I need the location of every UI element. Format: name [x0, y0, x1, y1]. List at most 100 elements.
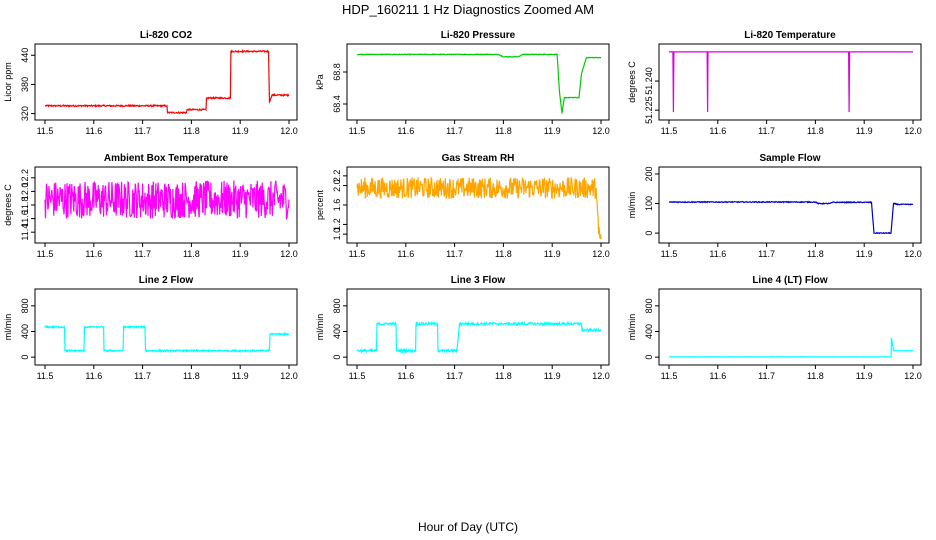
- panel-title: Li-820 Pressure: [441, 30, 516, 41]
- series-line-1: [668, 337, 914, 358]
- x-tick-label: 11.9: [856, 371, 873, 381]
- x-tick-label: 11.6: [397, 126, 414, 136]
- x-tick-label: 11.9: [232, 249, 249, 259]
- y-tick-label: 380: [20, 77, 30, 92]
- y-axis-label: ml/min: [627, 314, 637, 341]
- y-tick-label: 2.2: [332, 170, 342, 183]
- y-tick-label: 440: [20, 48, 30, 63]
- y-tick-label: 800: [644, 298, 654, 313]
- x-tick-label: 11.9: [544, 249, 561, 259]
- x-tick-label: 11.5: [349, 371, 366, 381]
- plot-frame: [346, 288, 610, 366]
- y-tick-label: 400: [644, 324, 654, 339]
- y-tick-label: 12.0: [20, 183, 30, 201]
- y-tick-label: 100: [644, 196, 654, 211]
- x-tick-label: 11.7: [446, 371, 463, 381]
- plot-frame: [346, 166, 610, 244]
- series-line-1: [356, 53, 602, 114]
- plot-frame: [34, 288, 298, 366]
- y-tick-label: 400: [332, 324, 342, 339]
- series-line-1: [356, 176, 602, 240]
- x-tick-label: 12.0: [904, 249, 922, 259]
- x-tick-label: 11.7: [134, 371, 151, 381]
- x-tick-label: 11.8: [183, 126, 200, 136]
- y-axis-label: ml/min: [627, 192, 637, 219]
- y-axis-label: degrees C: [3, 184, 13, 226]
- plot-frame: [658, 166, 922, 244]
- y-axis-label: ml/min: [3, 314, 13, 341]
- y-tick-label: 11.6: [20, 210, 30, 227]
- y-axis-label: kPa: [315, 74, 325, 90]
- x-tick-label: 11.8: [807, 371, 824, 381]
- panel-title: Line 4 (LT) Flow: [752, 275, 828, 286]
- panel-title: Gas Stream RH: [442, 153, 515, 164]
- panel-title: Li-820 CO2: [140, 30, 193, 41]
- panel-title: Line 2 Flow: [139, 275, 194, 286]
- x-tick-label: 12.0: [904, 126, 922, 136]
- panel-title: Ambient Box Temperature: [104, 153, 229, 164]
- x-tick-label: 12.0: [904, 371, 922, 381]
- x-tick-label: 11.7: [446, 249, 463, 259]
- y-tick-label: 11.8: [20, 197, 30, 214]
- panel-3: Li-820 Temperature 11.5 11.6 11.7 11.8 11.9 12…: [627, 30, 922, 136]
- panel-8: Line 3 Flow 11.5 11.6 11.7 11.8 11.9 12.0 0 400 8…: [315, 275, 610, 381]
- x-tick-label: 12.0: [592, 249, 610, 259]
- panel-title: Sample Flow: [759, 153, 820, 164]
- y-axis-label: degrees C: [627, 61, 637, 103]
- x-tick-label: 11.8: [495, 371, 512, 381]
- x-tick-label: 11.9: [232, 126, 249, 136]
- y-tick-label: 68.4: [332, 95, 342, 113]
- y-axis-label: percent: [315, 189, 325, 220]
- y-tick-label: 320: [20, 106, 30, 121]
- x-tick-label: 11.5: [37, 371, 54, 381]
- x-tick-label: 11.7: [758, 371, 775, 381]
- y-tick-label: 11.4: [20, 224, 30, 241]
- panel-7: Line 2 Flow 11.5 11.6 11.7 11.8 11.9 12.0 0 400 8…: [3, 275, 298, 381]
- x-tick-label: 11.9: [856, 249, 873, 259]
- x-tick-label: 11.5: [661, 371, 678, 381]
- x-tick-label: 11.5: [37, 126, 54, 136]
- x-tick-label: 11.6: [709, 249, 726, 259]
- x-tick-label: 11.8: [495, 249, 512, 259]
- x-tick-label: 11.5: [349, 126, 366, 136]
- x-tick-label: 11.6: [85, 126, 102, 136]
- panel-2: Li-820 Pressure 11.5 11.6 11.7 11.8 11.9 12.0 6…: [315, 30, 610, 136]
- y-tick-label: 1.2: [332, 218, 342, 231]
- panel-5: Gas Stream RH 11.5 11.6 11.7 11.8 11.9 12.0 1.0…: [315, 153, 610, 259]
- series-line-1: [669, 200, 914, 235]
- x-tick-label: 11.8: [495, 126, 512, 136]
- y-tick-label: 2.0: [332, 179, 342, 192]
- x-tick-label: 11.6: [709, 126, 726, 136]
- series-line-1: [44, 180, 290, 221]
- plot-frame: [346, 43, 610, 121]
- x-tick-label: 11.6: [397, 371, 414, 381]
- x-tick-label: 11.7: [446, 126, 463, 136]
- x-tick-label: 11.7: [134, 126, 151, 136]
- x-tick-label: 11.9: [232, 371, 249, 381]
- x-tick-label: 11.7: [134, 249, 151, 259]
- y-tick-label: 0: [332, 355, 342, 360]
- y-tick-label: 12.2: [20, 169, 30, 187]
- x-tick-label: 11.6: [397, 249, 414, 259]
- plot-frame: [34, 43, 298, 121]
- panel-title: Li-820 Temperature: [744, 30, 836, 41]
- plot-frame: [658, 288, 922, 366]
- series-line-1: [356, 320, 602, 355]
- x-tick-label: 12.0: [280, 249, 298, 259]
- y-tick-label: 800: [20, 298, 30, 313]
- x-tick-label: 11.8: [183, 249, 200, 259]
- y-tick-label: 1.6: [332, 199, 342, 212]
- y-tick-label: 51.225: [644, 96, 654, 124]
- x-tick-label: 11.5: [661, 126, 678, 136]
- x-tick-label: 12.0: [280, 126, 298, 136]
- x-tick-label: 11.9: [544, 126, 561, 136]
- figure-x-axis-label: Hour of Day (UTC): [418, 520, 518, 534]
- plot-frame: [658, 43, 922, 121]
- y-tick-label: 400: [20, 324, 30, 339]
- x-tick-label: 12.0: [592, 371, 610, 381]
- y-tick-label: 0: [644, 231, 654, 236]
- y-axis-label: Licor ppm: [3, 62, 13, 102]
- y-tick-label: 51.240: [644, 67, 654, 95]
- panel-title: Line 3 Flow: [451, 275, 506, 286]
